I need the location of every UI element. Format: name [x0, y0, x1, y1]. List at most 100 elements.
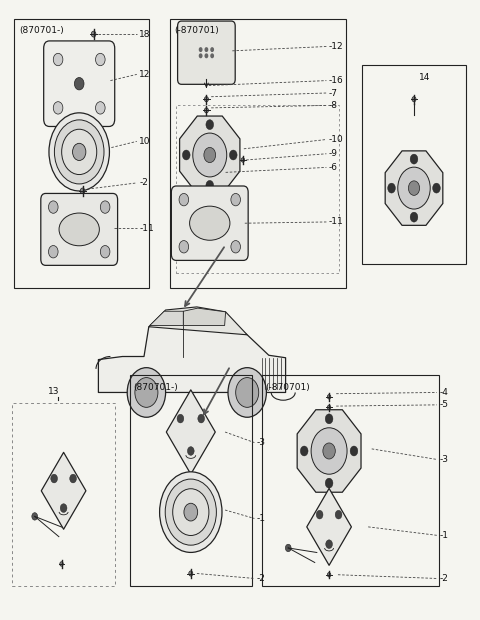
Circle shape	[53, 102, 63, 114]
Circle shape	[204, 97, 208, 102]
Circle shape	[61, 129, 97, 175]
Circle shape	[182, 150, 190, 160]
Text: 10: 10	[139, 137, 151, 146]
Text: 14: 14	[419, 73, 431, 82]
Circle shape	[96, 102, 105, 114]
Bar	[362, 65, 466, 264]
Text: -4: -4	[439, 388, 448, 397]
Text: -3: -3	[439, 455, 448, 464]
Circle shape	[236, 378, 259, 407]
Circle shape	[432, 183, 440, 193]
Polygon shape	[98, 316, 286, 392]
Bar	[14, 19, 149, 288]
Polygon shape	[183, 308, 226, 326]
Circle shape	[53, 53, 63, 66]
Polygon shape	[149, 307, 247, 335]
Text: -6: -6	[329, 163, 338, 172]
Circle shape	[204, 148, 216, 162]
Circle shape	[325, 478, 333, 488]
Circle shape	[316, 510, 323, 519]
Circle shape	[96, 53, 105, 66]
Circle shape	[187, 446, 194, 455]
Circle shape	[229, 150, 237, 160]
Bar	[170, 19, 346, 288]
Circle shape	[127, 368, 166, 417]
Circle shape	[173, 489, 209, 536]
Circle shape	[32, 513, 37, 520]
Text: (870701-): (870701-)	[19, 26, 64, 35]
Circle shape	[159, 472, 222, 552]
Ellipse shape	[59, 213, 99, 246]
Text: -5: -5	[439, 401, 448, 409]
Circle shape	[48, 201, 58, 213]
Text: -12: -12	[329, 42, 343, 51]
Text: -10: -10	[329, 135, 344, 144]
Ellipse shape	[190, 206, 230, 241]
Circle shape	[408, 181, 420, 195]
Circle shape	[204, 108, 208, 113]
Circle shape	[100, 201, 110, 213]
Circle shape	[54, 120, 104, 184]
Circle shape	[327, 394, 331, 399]
Text: -16: -16	[329, 76, 344, 85]
Text: -9: -9	[329, 149, 338, 158]
Circle shape	[325, 414, 333, 424]
Text: 18: 18	[139, 30, 151, 38]
Circle shape	[228, 368, 266, 417]
Circle shape	[204, 53, 208, 58]
Circle shape	[327, 405, 331, 410]
Circle shape	[206, 180, 214, 190]
Circle shape	[327, 572, 331, 577]
Text: -2: -2	[439, 574, 448, 583]
Bar	[12, 403, 115, 586]
Circle shape	[48, 246, 58, 258]
Circle shape	[210, 53, 214, 58]
FancyBboxPatch shape	[44, 41, 115, 126]
Text: -2: -2	[257, 574, 265, 583]
Circle shape	[285, 544, 291, 552]
Circle shape	[210, 47, 214, 52]
Circle shape	[74, 78, 84, 90]
Circle shape	[300, 446, 308, 456]
Circle shape	[135, 378, 158, 407]
Circle shape	[388, 183, 396, 193]
Polygon shape	[385, 151, 443, 225]
Circle shape	[49, 113, 109, 191]
Circle shape	[410, 212, 418, 222]
Circle shape	[231, 193, 240, 206]
Circle shape	[204, 47, 208, 52]
Circle shape	[193, 133, 227, 177]
Text: -2: -2	[139, 179, 148, 187]
Text: -1: -1	[439, 531, 448, 540]
Text: -1: -1	[257, 514, 266, 523]
FancyBboxPatch shape	[171, 186, 248, 260]
Circle shape	[72, 143, 86, 161]
Circle shape	[199, 47, 203, 52]
Text: 13: 13	[48, 388, 60, 396]
Circle shape	[179, 241, 189, 253]
FancyBboxPatch shape	[178, 21, 235, 84]
Circle shape	[198, 414, 204, 423]
Circle shape	[91, 31, 96, 37]
Circle shape	[60, 562, 63, 566]
Polygon shape	[180, 116, 240, 194]
Circle shape	[100, 246, 110, 258]
Circle shape	[398, 167, 430, 209]
Circle shape	[323, 443, 336, 459]
Text: -11: -11	[139, 224, 154, 232]
Text: -11: -11	[329, 218, 344, 226]
Polygon shape	[307, 489, 351, 565]
Circle shape	[311, 428, 347, 474]
Circle shape	[412, 97, 416, 102]
Text: (-870701): (-870701)	[265, 383, 310, 392]
Polygon shape	[150, 311, 183, 326]
Circle shape	[241, 157, 245, 162]
Circle shape	[80, 188, 85, 194]
Text: -7: -7	[329, 89, 338, 97]
Polygon shape	[167, 390, 215, 474]
Polygon shape	[297, 410, 361, 492]
Circle shape	[189, 571, 193, 576]
Bar	[262, 375, 439, 586]
Circle shape	[326, 540, 333, 549]
Circle shape	[70, 474, 76, 483]
